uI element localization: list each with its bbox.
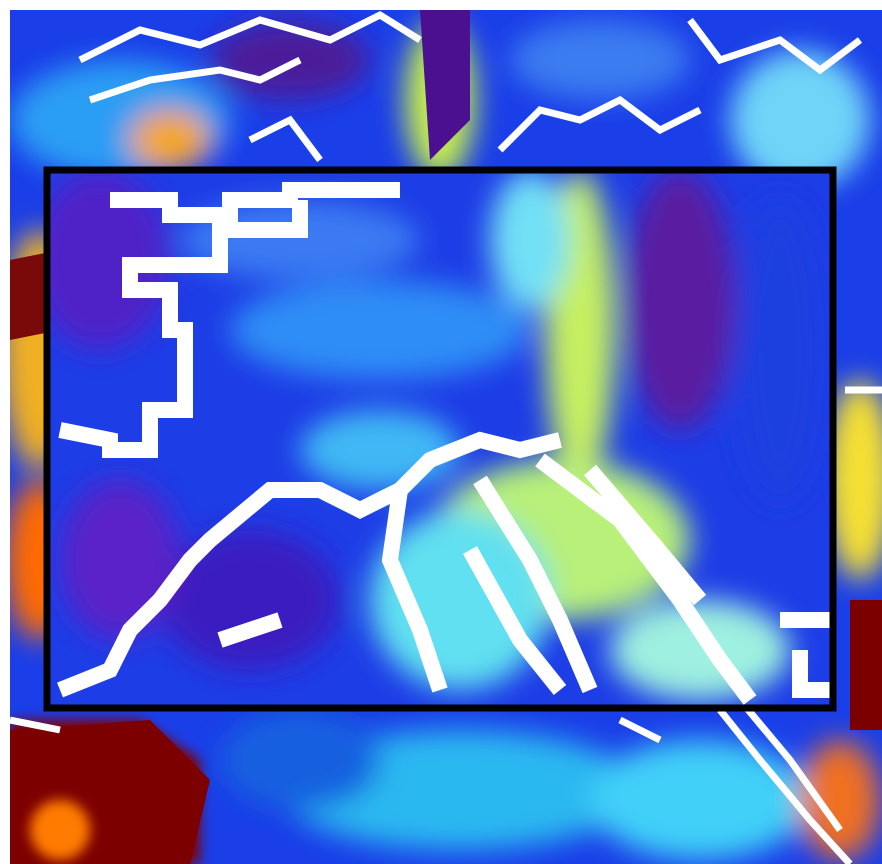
inset-zoom <box>30 170 830 705</box>
field-visualization <box>0 0 882 864</box>
page: (() => { const data = JSON.parse(documen… <box>0 0 882 864</box>
